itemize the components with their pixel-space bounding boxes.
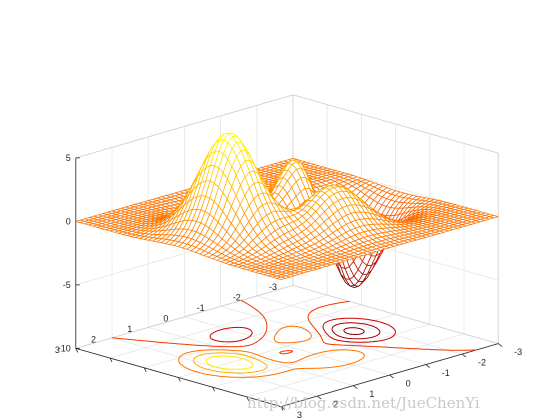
y-tick-mark — [425, 364, 431, 368]
y-tick-mark — [389, 374, 394, 379]
right-axis-tick-label: 0 — [406, 378, 411, 388]
contour-plot — [111, 299, 478, 378]
surface-cell — [276, 276, 286, 280]
contour-level-line — [178, 325, 365, 378]
x-tick-mark — [178, 377, 181, 382]
box-edge — [292, 94, 499, 154]
y-tick-mark — [497, 343, 503, 347]
y-tick-mark — [353, 385, 358, 389]
z-tick-label: -5 — [63, 280, 71, 290]
x-tick-mark — [246, 396, 250, 402]
z-tick-label: 5 — [66, 153, 71, 163]
contour-level-line — [205, 355, 254, 370]
contour-level-line — [111, 299, 478, 355]
y-tick-mark — [280, 406, 286, 410]
surface-mesh — [75, 132, 499, 288]
left-axis-tick-label: 1 — [127, 324, 132, 334]
box-edge — [75, 94, 294, 159]
y-tick-mark — [316, 395, 322, 400]
contour-level-line — [193, 352, 268, 374]
x-tick-mark — [75, 348, 79, 353]
right-axis-tick-label: -3 — [514, 347, 522, 357]
contour-level-line — [331, 322, 381, 340]
contour-level-line — [343, 327, 365, 335]
left-axis-tick-label: -1 — [197, 303, 205, 313]
right-axis-tick-label: 2 — [333, 399, 338, 409]
left-axis-tick-label: 2 — [91, 335, 96, 345]
box-edge — [292, 285, 499, 344]
axes-box — [75, 94, 503, 411]
right-axis-tick-label: -1 — [442, 368, 450, 378]
x-tick-mark — [143, 367, 147, 372]
x-tick-mark — [109, 357, 113, 363]
z-tick-label: -10 — [58, 343, 71, 353]
left-axis-tick-label: 3 — [55, 345, 60, 355]
left-axis-tick-label: 0 — [163, 314, 168, 324]
left-axis-tick-label: -2 — [233, 293, 241, 303]
x-tick-mark — [212, 387, 215, 392]
contour-level-line — [209, 317, 396, 343]
y-tick-mark — [461, 353, 467, 358]
right-axis-tick-label: 1 — [369, 389, 374, 399]
left-axis-tick-label: -3 — [269, 282, 277, 292]
z-tick-label: 0 — [66, 216, 71, 226]
right-axis-tick-label: 3 — [297, 410, 302, 420]
watermark-text: http://blog.csdn.net/JueChenYi — [247, 394, 480, 412]
right-axis-tick-label: -2 — [478, 357, 486, 367]
